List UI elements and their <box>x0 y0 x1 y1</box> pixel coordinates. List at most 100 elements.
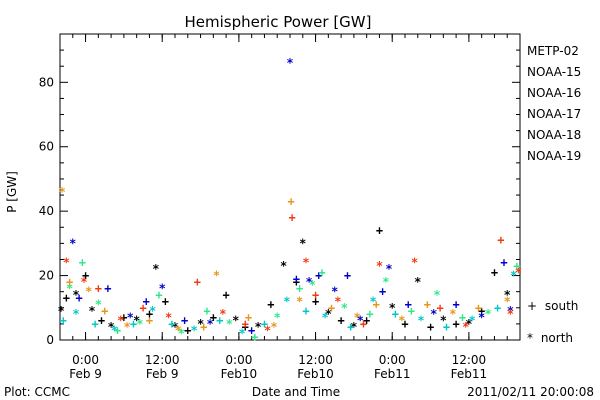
y-tick-label: 0 <box>46 333 54 347</box>
south-point: + <box>315 269 322 283</box>
north-point: * <box>66 281 73 295</box>
north-point: * <box>299 236 306 250</box>
north-point: * <box>152 262 159 276</box>
south-marker-symbol: + <box>527 299 537 313</box>
north-point: * <box>465 317 472 331</box>
north-point: * <box>264 323 271 337</box>
south-point: + <box>328 301 335 315</box>
north-point: * <box>207 317 214 331</box>
north-point: * <box>175 323 182 337</box>
south-point: + <box>210 310 217 324</box>
south-point: + <box>475 301 482 315</box>
south-point: + <box>443 320 450 334</box>
north-point: * <box>72 288 79 302</box>
south-point: + <box>293 275 300 289</box>
north-point: * <box>165 310 172 324</box>
north-point: * <box>322 310 329 324</box>
south-point: + <box>363 314 370 328</box>
south-point: + <box>261 317 268 331</box>
north-marker-text: north <box>541 331 573 345</box>
north-point: * <box>197 317 204 331</box>
north-point: * <box>213 269 220 283</box>
south-point: + <box>104 281 111 295</box>
north-point: * <box>63 256 70 270</box>
south-point: + <box>245 310 252 324</box>
south-point: + <box>194 275 201 289</box>
north-point: * <box>85 285 92 299</box>
x-tick-time-label: 0:00 <box>225 353 252 367</box>
north-point: * <box>232 314 239 328</box>
south-point: + <box>427 320 434 334</box>
north-point: * <box>159 281 166 295</box>
north-point: * <box>111 323 118 337</box>
north-point: * <box>414 275 421 289</box>
legend: METP-02 NOAA-15 NOAA-16 NOAA-17 NOAA-18 NOAA-… <box>527 44 581 163</box>
north-point: * <box>270 320 277 334</box>
x-tick-time-label: 12:00 <box>145 353 180 367</box>
north-point: * <box>350 320 357 334</box>
north-point: * <box>398 314 405 328</box>
north-point: * <box>353 310 360 324</box>
north-point: * <box>430 307 437 321</box>
north-point: * <box>433 288 440 302</box>
south-point: + <box>376 223 383 237</box>
south-point: + <box>347 320 354 334</box>
y-tick-label: 40 <box>39 204 54 218</box>
south-point: + <box>216 314 223 328</box>
south-point: + <box>82 269 89 283</box>
north-point: * <box>334 294 341 308</box>
north-point: * <box>72 307 79 321</box>
south-point: + <box>312 288 319 302</box>
north-point: * <box>382 275 389 289</box>
north-point: * <box>254 320 261 334</box>
north-point: * <box>69 236 76 250</box>
north-point: * <box>133 314 140 328</box>
north-point: * <box>504 294 511 308</box>
north-point: * <box>449 307 456 321</box>
south-point: + <box>373 298 380 312</box>
south-point: + <box>500 256 507 270</box>
x-tick-date-label: Feb11 <box>451 367 488 381</box>
north-point: * <box>369 294 376 308</box>
north-point: * <box>274 310 281 324</box>
south-point: + <box>146 307 153 321</box>
north-point: * <box>226 317 233 331</box>
north-point: * <box>149 304 156 318</box>
north-point: * <box>510 269 517 283</box>
south-point: + <box>491 265 498 279</box>
south-point: + <box>181 314 188 328</box>
north-point: * <box>417 314 424 328</box>
y-tick-label: 20 <box>39 269 54 283</box>
south-point: + <box>293 272 300 286</box>
south-point: + <box>312 294 319 308</box>
north-point: * <box>95 298 102 312</box>
south-point: + <box>92 317 99 331</box>
south-point: + <box>242 317 249 331</box>
plot-timestamp: 2011/02/11 20:00:08 <box>467 385 594 399</box>
north-point: * <box>178 327 185 341</box>
north-point: * <box>80 275 87 289</box>
south-point: + <box>424 298 431 312</box>
south-point: + <box>184 323 191 337</box>
north-point: * <box>123 320 130 334</box>
legend-entry: NOAA-19 <box>527 149 581 163</box>
legend-entry: METP-02 <box>527 44 579 58</box>
north-point: * <box>306 275 313 289</box>
south-point: + <box>101 304 108 318</box>
north-point: * <box>468 314 475 328</box>
north-marker-symbol: * <box>527 331 533 345</box>
north-point: * <box>331 285 338 299</box>
south-point: + <box>452 298 459 312</box>
x-tick-time-label: 0:00 <box>379 353 406 367</box>
south-point: + <box>162 294 169 308</box>
north-point: * <box>286 56 293 70</box>
south-point: + <box>296 281 303 295</box>
north-point: * <box>440 314 447 328</box>
north-point: * <box>376 259 383 273</box>
chart-title: Hemispheric Power [GW] <box>185 13 372 31</box>
x-tick-date-label: Feb10 <box>221 367 258 381</box>
north-point: * <box>357 314 364 328</box>
south-point: + <box>287 194 294 208</box>
